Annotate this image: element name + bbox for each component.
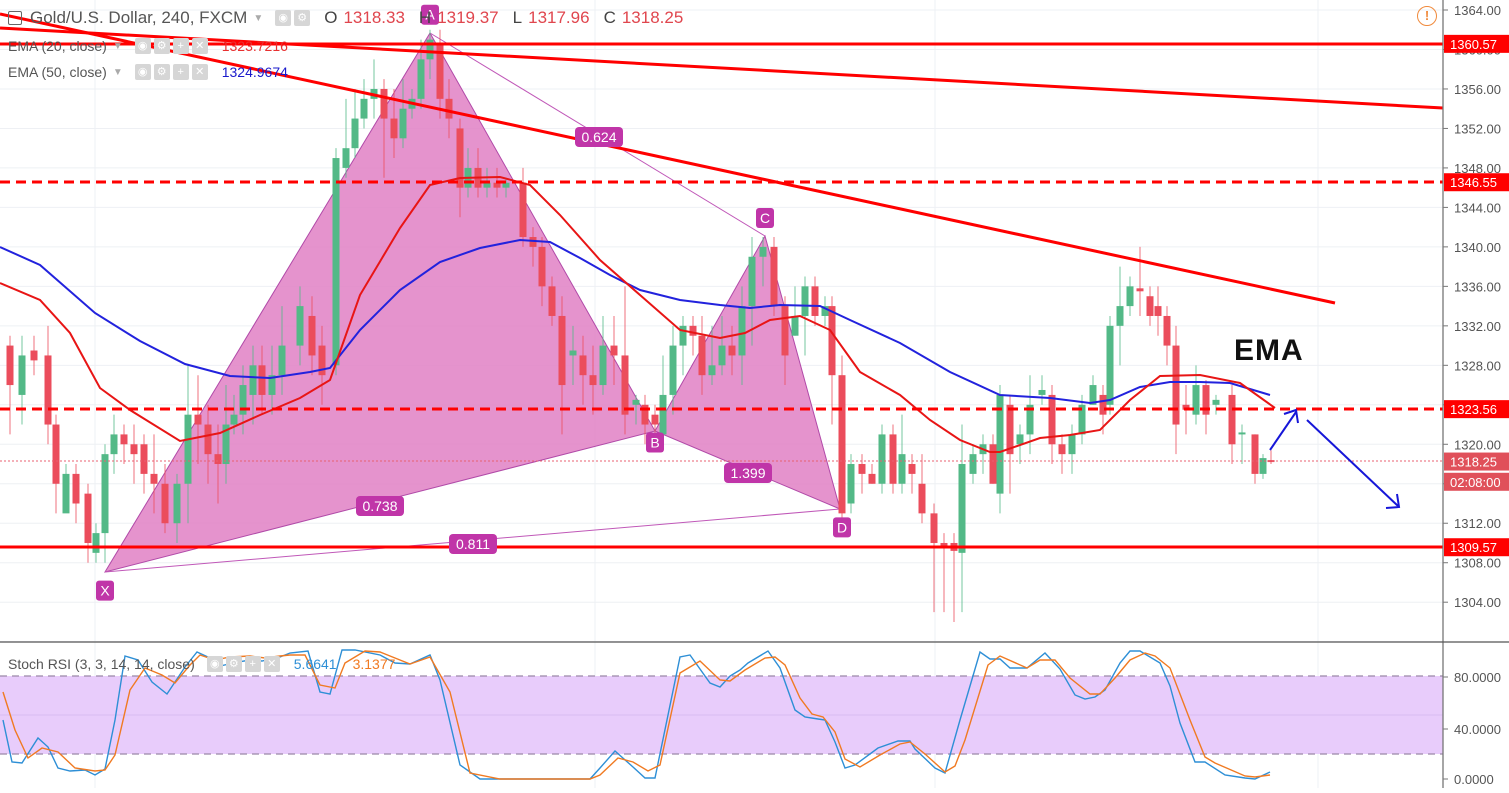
eye-icon[interactable]: ◉ (134, 64, 151, 80)
gear-icon[interactable]: ⚙ (294, 10, 311, 26)
svg-text:1344.00: 1344.00 (1454, 200, 1501, 215)
chevron-down-icon[interactable]: ▼ (253, 12, 264, 24)
ema50-label[interactable]: EMA (50, close) (8, 64, 107, 80)
close-icon[interactable]: ✕ (191, 38, 208, 54)
svg-text:1332.00: 1332.00 (1454, 319, 1501, 334)
ema20-label[interactable]: EMA (20, close) (8, 38, 107, 54)
pattern-point-labels: X A B C D (96, 4, 851, 601)
svg-text:80.0000: 80.0000 (1454, 670, 1501, 685)
low-value: 1317.96 (528, 8, 590, 27)
svg-text:1.399: 1.399 (730, 465, 765, 481)
svg-text:1318.25: 1318.25 (1450, 455, 1497, 470)
svg-text:1346.55: 1346.55 (1450, 175, 1497, 190)
close-icon[interactable]: ✕ (263, 656, 280, 672)
plus-icon[interactable]: + (172, 64, 189, 80)
projection-arrows[interactable] (1269, 408, 1401, 509)
svg-text:1312.00: 1312.00 (1454, 516, 1501, 531)
svg-text:1328.00: 1328.00 (1454, 358, 1501, 373)
open-value: 1318.33 (343, 8, 405, 27)
stoch-rsi-label[interactable]: Stoch RSI (3, 3, 14, 14, close) (8, 656, 195, 672)
svg-text:1323.56: 1323.56 (1450, 402, 1497, 417)
svg-text:1336.00: 1336.00 (1454, 279, 1501, 294)
chevron-down-icon[interactable]: ▼ (112, 66, 123, 78)
chevron-down-icon[interactable]: ▼ (112, 40, 123, 52)
svg-text:1352.00: 1352.00 (1454, 121, 1501, 136)
ema50-line (0, 238, 1271, 405)
svg-text:1309.57: 1309.57 (1450, 540, 1497, 555)
trendline-lower[interactable] (0, 12, 1336, 305)
ema20-line (0, 175, 1276, 453)
ema50-value: 1324.9674 (221, 64, 288, 80)
ema20-legend[interactable]: EMA (20, close) ▼ ◉ ⚙ + ✕ 1323.7216 (8, 38, 288, 54)
stoch-k-line (2, 649, 1271, 780)
close-value: 1318.25 (621, 8, 684, 27)
svg-text:1308.00: 1308.00 (1454, 556, 1501, 571)
eye-icon[interactable]: ◉ (134, 38, 151, 54)
eye-icon[interactable]: ◉ (206, 656, 223, 672)
alert-icon[interactable]: ! (1417, 6, 1437, 26)
svg-text:1348.00: 1348.00 (1454, 161, 1501, 176)
svg-text:1360.57: 1360.57 (1450, 37, 1497, 52)
svg-text:1356.00: 1356.00 (1454, 82, 1501, 97)
svg-text:D: D (837, 519, 847, 535)
price-axis[interactable]: 1364.001360.001356.001352.001348.001344.… (1443, 3, 1501, 610)
high-label: H (418, 8, 432, 27)
eye-icon[interactable]: ◉ (275, 10, 292, 26)
high-value: 1319.37 (437, 8, 499, 27)
stoch-k-value: 5.6641 (293, 656, 337, 672)
svg-text:C: C (760, 210, 770, 226)
ema20-value: 1323.7216 (221, 38, 288, 54)
pattern-ratio-labels: 0.624 0.738 1.399 0.811 (356, 127, 772, 554)
symbol-title[interactable]: Gold/U.S. Dollar, 240, FXCM (30, 8, 248, 27)
svg-text:0.811: 0.811 (456, 536, 490, 552)
svg-text:0.624: 0.624 (581, 129, 616, 145)
close-icon[interactable]: ✕ (191, 64, 208, 80)
harmonic-pattern[interactable] (103, 32, 841, 573)
svg-text:B: B (650, 435, 659, 451)
stoch-axis[interactable]: 80.0000 40.0000 0.0000 (1443, 670, 1501, 787)
svg-text:1320.00: 1320.00 (1454, 437, 1501, 452)
ema-annotation: EMA (1234, 334, 1304, 367)
plus-icon[interactable]: + (244, 656, 261, 672)
svg-text:1340.00: 1340.00 (1454, 240, 1501, 255)
plus-icon[interactable]: + (172, 38, 189, 54)
gear-icon[interactable]: ⚙ (153, 38, 170, 54)
low-label: L (512, 8, 523, 27)
gear-icon[interactable]: ⚙ (225, 656, 242, 672)
svg-text:40.0000: 40.0000 (1454, 722, 1501, 737)
price-axis-labels: 1360.57 1346.55 1323.56 1318.25 02:08:00 1309… (1444, 34, 1509, 557)
symbol-legend[interactable]: Gold/U.S. Dollar, 240, FXCM ▼ ◉ ⚙ O 1318.3… (8, 8, 683, 28)
collapse-checkbox[interactable] (8, 11, 22, 25)
svg-text:X: X (100, 583, 110, 599)
gear-icon[interactable]: ⚙ (153, 64, 170, 80)
svg-text:1364.00: 1364.00 (1454, 3, 1501, 18)
svg-text:0.0000: 0.0000 (1454, 772, 1494, 787)
svg-text:0.738: 0.738 (362, 498, 397, 514)
stoch-rsi-legend[interactable]: Stoch RSI (3, 3, 14, 14, close) ◉ ⚙ + ✕ 5.6… (8, 656, 395, 672)
svg-text:02:08:00: 02:08:00 (1450, 475, 1501, 490)
close-label: C (603, 8, 616, 27)
open-label: O (324, 8, 338, 27)
trendline-upper[interactable] (0, 26, 1444, 110)
stoch-d-line (2, 650, 1271, 780)
svg-text:1304.00: 1304.00 (1454, 595, 1501, 610)
svg-text:A: A (425, 7, 435, 23)
stoch-d-value: 3.1377 (352, 656, 396, 672)
ema50-legend[interactable]: EMA (50, close) ▼ ◉ ⚙ + ✕ 1324.9674 (8, 64, 288, 80)
